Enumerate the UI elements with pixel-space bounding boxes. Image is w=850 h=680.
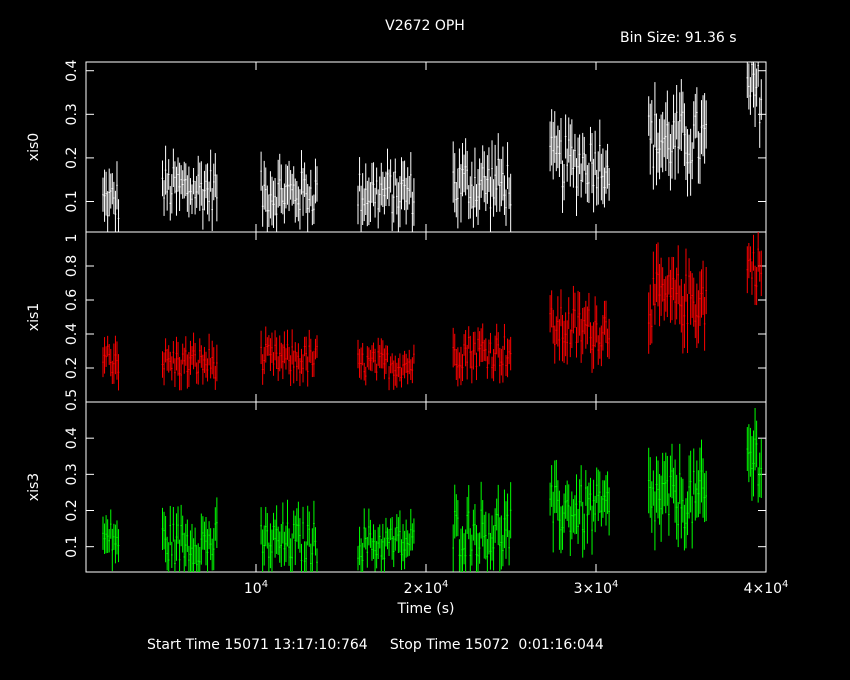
xis0-ylabel: xis0 (26, 133, 42, 161)
xis3-ytick-label: 0.1 (64, 536, 80, 558)
xis1-ytick-label: 0.5 (64, 389, 80, 411)
xaxis-label: Time (s) (397, 601, 455, 617)
xis1-ytick-label: 0.6 (64, 289, 80, 311)
bin-size-label: Bin Size: 91.36 s (620, 30, 737, 46)
chart-title: V2672 OPH (385, 18, 465, 34)
xis1-ylabel: xis1 (26, 303, 42, 331)
xis1-ytick-label: 0.4 (64, 323, 80, 345)
time-range-footer: Start Time 15071 13:17:10:764 Stop Time … (147, 637, 604, 653)
xis0-ytick-label: 0.1 (64, 190, 80, 212)
xtick-label: 3×104 (574, 579, 619, 597)
xis3-ytick-label: 0.2 (64, 499, 80, 521)
xis0-ytick-label: 0.4 (64, 59, 80, 81)
xis1-ytick-label: 0.2 (64, 357, 80, 379)
xis3-ytick-label: 0.4 (64, 427, 80, 449)
xis3-ylabel: xis3 (26, 473, 42, 501)
xtick-label: 2×104 (404, 579, 449, 597)
xtick-label: 104 (244, 579, 268, 597)
xis1-ytick-label: 0.8 (64, 255, 80, 277)
xtick-label: 4×104 (744, 579, 789, 597)
xis1-ytick-label: 1 (64, 234, 80, 243)
xis3-ytick-label: 0.3 (64, 463, 80, 485)
xis0-ytick-label: 0.3 (64, 103, 80, 125)
xis0-ytick-label: 0.2 (64, 147, 80, 169)
